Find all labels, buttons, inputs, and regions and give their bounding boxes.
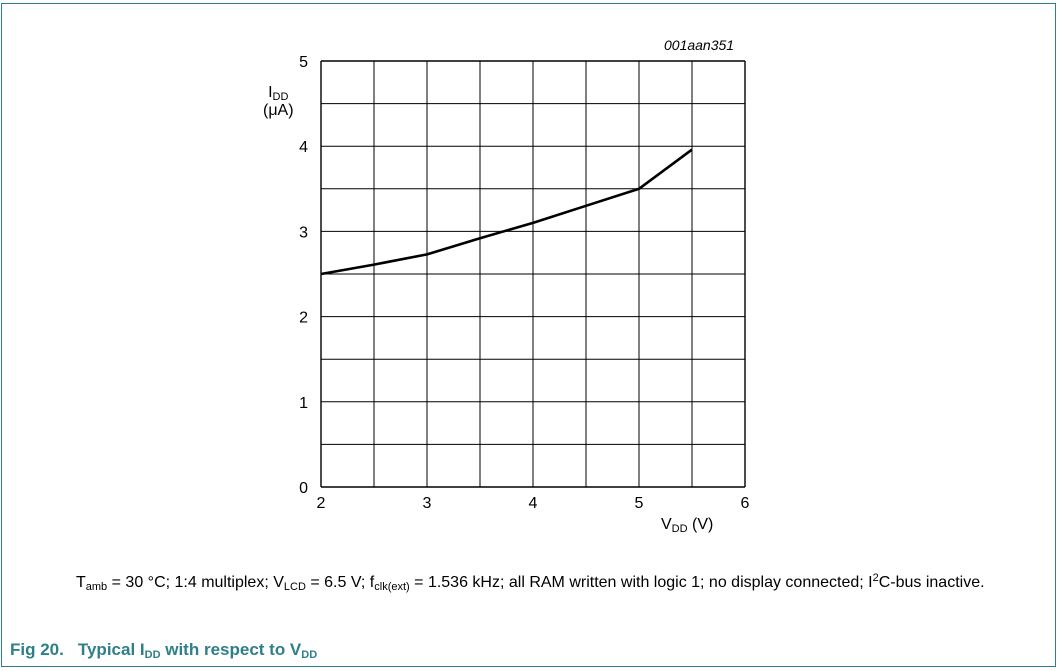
note-t-sub: amb [85, 581, 108, 593]
note-f-sub: clk(ext) [374, 581, 410, 593]
y-axis-label-main: I [268, 84, 273, 101]
x-axis-label-sub: DD [671, 523, 688, 535]
note-v-rest: = 6.5 V; f [305, 574, 375, 591]
x-tick-label: 3 [423, 495, 432, 512]
figure-frame [1, 3, 1056, 667]
caption-number: Fig 20. [10, 640, 64, 659]
y-tick-label: 3 [299, 224, 308, 241]
tick-labels: 2 3 4 5 6 0 1 2 3 4 5 [299, 54, 749, 512]
note-i-rest: C-bus inactive. [878, 574, 985, 591]
y-axis-label: IDD (μA) [263, 84, 294, 120]
note-v-sub: LCD [283, 581, 306, 593]
x-tick-label: 6 [741, 495, 750, 512]
figure-caption: Fig 20. Typical IDD with respect to VDD [10, 640, 318, 661]
figure-id: 001aan351 [664, 37, 735, 53]
y-tick-label: 0 [299, 480, 308, 497]
x-tick-label: 5 [635, 495, 644, 512]
x-axis-label: VDD (V) [661, 516, 714, 535]
series-line-1 [320, 148, 693, 276]
caption-text-2: with respect to V [160, 640, 302, 659]
series-layer [320, 148, 693, 276]
x-tick-label: 2 [317, 495, 326, 512]
caption-text-1: Typical I [77, 640, 145, 659]
y-tick-label: 2 [299, 310, 308, 327]
note-t-rest: = 30 °C; 1:4 multiplex; V [107, 574, 284, 591]
figure-note: Tamb = 30 °C; 1:4 multiplex; VLCD = 6.5 … [76, 573, 1036, 593]
y-tick-label: 4 [299, 139, 308, 156]
x-axis-label-unit: (V) [687, 516, 714, 533]
y-axis-label-sub: DD [272, 91, 289, 103]
caption-sub-1: DD [144, 649, 161, 661]
y-tick-label: 5 [299, 54, 308, 71]
note-t: T [76, 574, 86, 591]
y-tick-label: 1 [299, 395, 308, 412]
grid-layer [320, 60, 746, 488]
note-f-rest: = 1.536 kHz; all RAM written with logic … [409, 574, 873, 591]
note-i-sup: 2 [872, 572, 879, 584]
y-axis-label-unit: (μA) [263, 102, 294, 119]
caption-sub-2: DD [301, 649, 318, 661]
x-tick-label: 4 [529, 495, 538, 512]
x-axis-label-main: V [661, 516, 672, 533]
